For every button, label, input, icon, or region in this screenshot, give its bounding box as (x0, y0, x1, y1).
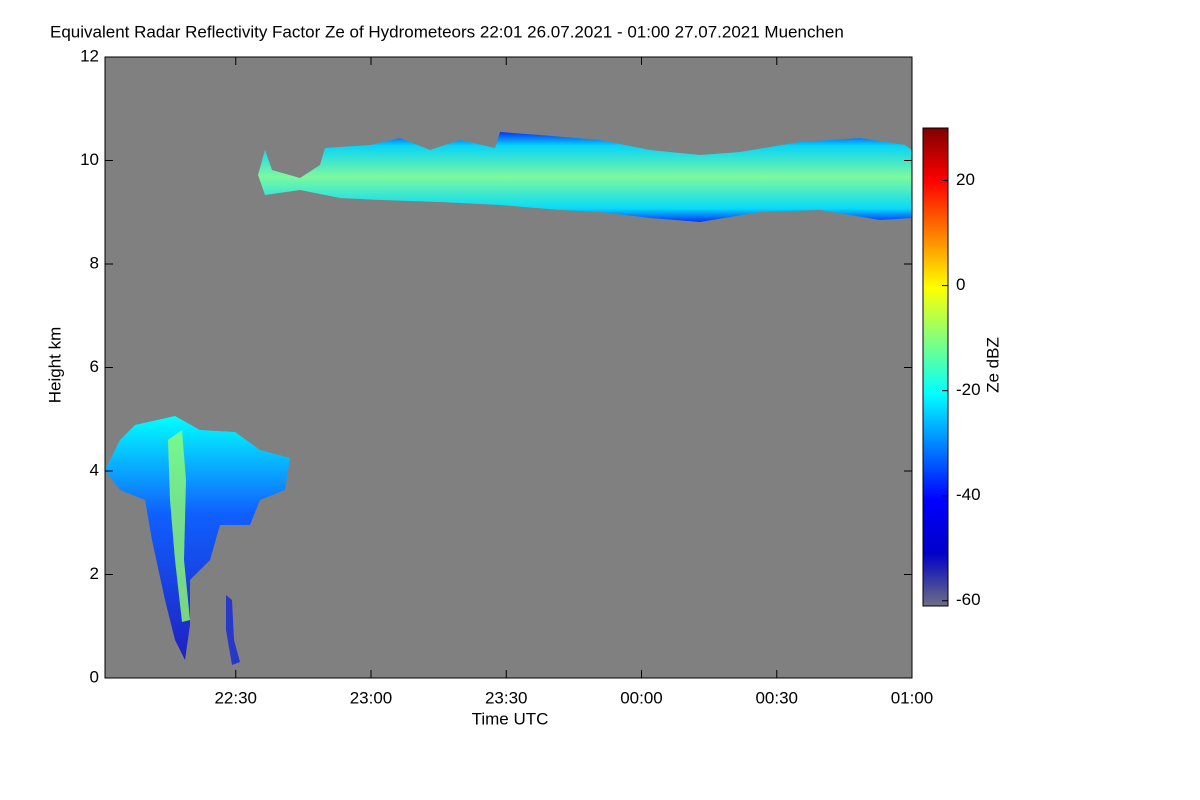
colorbar-tick-label: 20 (956, 170, 975, 189)
y-axis-label: Height km (45, 327, 64, 404)
chart-title: Equivalent Radar Reflectivity Factor Ze … (50, 22, 844, 41)
x-tick-label: 23:30 (485, 688, 528, 707)
colorbar-label: Ze dBZ (983, 337, 1002, 393)
y-tick-label: 8 (90, 253, 99, 272)
x-tick-label: 22:30 (214, 688, 257, 707)
lower-echo (105, 416, 290, 660)
colorbar-tick-label: -40 (956, 485, 981, 504)
y-tick-label: 4 (90, 460, 99, 479)
y-tick-label: 0 (90, 667, 99, 686)
lower-core (168, 430, 190, 622)
y-tick-label: 12 (80, 46, 99, 65)
colorbar (922, 127, 949, 607)
colorbar-tick-label: 0 (956, 275, 965, 294)
x-tick-label: 23:00 (350, 688, 393, 707)
x-tick-label: 01:00 (891, 688, 934, 707)
x-tick-label: 00:00 (620, 688, 663, 707)
x-tick-label: 00:30 (755, 688, 798, 707)
echoes (105, 132, 912, 665)
y-tick-label: 10 (80, 150, 99, 169)
upper-echo (258, 132, 912, 222)
lower-fall (226, 595, 240, 665)
x-axis-label: Time UTC (472, 709, 549, 728)
colorbar-tick-label: -20 (956, 380, 981, 399)
y-tick-label: 6 (90, 357, 99, 376)
y-tick-label: 2 (90, 564, 99, 583)
colorbar-tick-label: -60 (956, 590, 981, 609)
